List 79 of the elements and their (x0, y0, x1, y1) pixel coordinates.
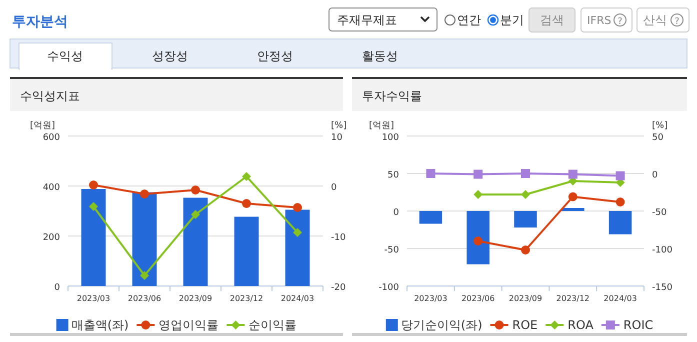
point (242, 172, 251, 181)
point (521, 169, 530, 178)
y2-axis-title: [%] (652, 121, 668, 131)
point (89, 202, 98, 211)
point (474, 170, 483, 179)
point (242, 199, 251, 208)
y-tick-label: 100 (382, 133, 400, 143)
point (293, 228, 302, 237)
text: ? (674, 17, 680, 27)
chart-title: 투자수익률 (362, 89, 422, 103)
bar (132, 192, 157, 286)
x-tick-label: 2023/12 (556, 294, 590, 303)
x-tick-label: 2023/03 (414, 294, 448, 303)
bar (234, 216, 259, 286)
y2-axis-title: [%] (331, 121, 347, 131)
x-tick-label: 2023/12 (230, 294, 264, 303)
x-tick-label: 2024/03 (604, 294, 637, 303)
y-tick-label: 50 (388, 170, 400, 180)
text: 투자분석 (12, 14, 68, 30)
text: 검색 (540, 13, 564, 27)
legend-label: ROIC (623, 318, 654, 332)
text: 활동성 (362, 49, 398, 63)
point (616, 198, 625, 206)
y-tick-label: 400 (42, 183, 60, 193)
y2-tick-label: 50 (652, 133, 664, 143)
y2-tick-label: -20 (331, 283, 346, 293)
y2-tick-label: -10 (331, 233, 346, 243)
legend-label: 당기순이익(좌) (400, 318, 482, 332)
point (568, 192, 578, 202)
legend-label: 매출액(좌) (71, 318, 129, 332)
text: 주재무제표 (337, 13, 397, 27)
y-tick-label: -100 (378, 283, 400, 293)
chart-title: 수익성지표 (20, 89, 80, 103)
y-tick-label: -50 (384, 246, 400, 256)
point (140, 271, 149, 280)
point (191, 186, 200, 194)
y-axis-title: [억원] (369, 121, 394, 131)
text: ? (618, 17, 623, 27)
y2-tick-label: -150 (652, 283, 673, 293)
point (521, 190, 530, 199)
x-tick-label: 2023/06 (461, 294, 495, 303)
y-tick-label: 0 (54, 283, 60, 293)
y2-tick-label: 10 (331, 133, 343, 143)
y-tick-label: 0 (393, 208, 400, 218)
x-tick-label: 2023/09 (508, 294, 542, 303)
point (191, 210, 200, 219)
point (140, 190, 149, 198)
text: 연간 (457, 13, 481, 27)
legend-label: ROE (512, 318, 538, 332)
point (616, 171, 625, 180)
y-axis-title: [억원] (30, 121, 56, 131)
x-tick-label: 2024/03 (280, 294, 314, 303)
point (474, 236, 483, 246)
legend-label: ROA (568, 318, 594, 332)
point (293, 203, 302, 212)
text: 안정성 (257, 49, 293, 63)
bar (81, 189, 106, 286)
point (89, 180, 98, 190)
point (568, 170, 578, 179)
point (426, 169, 436, 178)
x-tick-label: 2023/09 (178, 294, 212, 303)
y-tick-label: 200 (42, 233, 60, 243)
text: 수익성 (47, 49, 83, 63)
legend-label: 순이익률 (248, 318, 297, 332)
y-tick-label: 600 (42, 133, 60, 143)
x-tick-label: 2023/03 (76, 294, 110, 303)
y2-tick-label: -100 (652, 246, 673, 256)
text: 분기 (500, 13, 524, 27)
text: 성장성 (152, 49, 188, 63)
point (521, 246, 530, 254)
bar (285, 210, 310, 286)
text: 산식 (643, 13, 667, 27)
y2-tick-label: 0 (331, 183, 337, 193)
y2-tick-label: -50 (652, 208, 667, 218)
x-tick-label: 2023/06 (128, 294, 162, 303)
y2-tick-label: 0 (652, 170, 658, 180)
bar (183, 198, 208, 286)
legend-label: 영업이익률 (158, 318, 219, 332)
text: IFRS (587, 14, 612, 27)
